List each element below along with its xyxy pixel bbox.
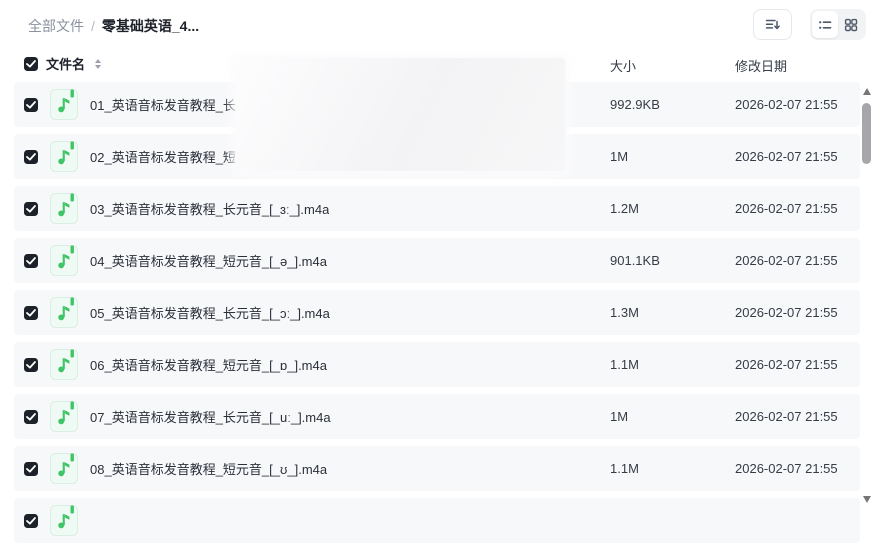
audio-file-icon <box>50 401 78 432</box>
file-modified-date: 2026-02-07 21:55 <box>735 409 838 424</box>
file-name[interactable]: 05_英语音标发音教程_长元音_[_ɔː_].m4a <box>90 306 330 321</box>
breadcrumb-current: 零基础英语_4... <box>101 18 200 34</box>
sort-carets-icon[interactable] <box>95 58 102 69</box>
file-modified-date: 2026-02-07 21:55 <box>735 149 838 164</box>
file-size: 1.1M <box>610 357 639 372</box>
list-view-button[interactable] <box>812 11 838 38</box>
table-header: 文件名 大小 修改日期 <box>0 54 874 76</box>
column-header-size[interactable]: 大小 <box>610 59 637 74</box>
audio-file-icon <box>50 349 78 380</box>
file-modified-date: 2026-02-07 21:55 <box>735 201 838 216</box>
sort-order-button[interactable] <box>753 9 792 40</box>
file-size: 1M <box>610 149 629 164</box>
audio-file-icon <box>50 141 78 172</box>
view-toggle <box>810 9 866 40</box>
check-icon <box>26 360 36 368</box>
check-icon <box>26 308 36 316</box>
audio-file-icon <box>50 89 78 120</box>
file-size: 1M <box>610 409 629 424</box>
check-icon <box>26 100 36 108</box>
file-name[interactable]: 06_英语音标发音教程_短元音_[_ɒ_].m4a <box>90 358 327 373</box>
check-icon <box>26 152 36 160</box>
file-size: 1.1M <box>610 461 639 476</box>
file-name[interactable]: 03_英语音标发音教程_长元音_[_ɜː_].m4a <box>90 202 330 217</box>
file-modified-date: 2026-02-07 21:55 <box>735 253 838 268</box>
file-name[interactable]: 07_英语音标发音教程_长元音_[_uː_].m4a <box>90 410 331 425</box>
row-checkbox[interactable] <box>24 409 38 424</box>
scrollbar-up-arrow-icon[interactable] <box>863 88 871 95</box>
sort-descending-icon <box>764 16 781 33</box>
file-size: 901.1KB <box>610 253 660 268</box>
row-checkbox[interactable] <box>24 513 38 528</box>
column-header-modified[interactable]: 修改日期 <box>735 59 788 74</box>
scrollbar-down-arrow-icon[interactable] <box>863 496 871 503</box>
file-name[interactable]: 02_英语音标发音教程_短元音 <box>90 150 262 165</box>
table-row[interactable]: 08_英语音标发音教程_短元音_[_ʊ_].m4a 1.1M 2026-02-0… <box>14 446 860 491</box>
toolbar <box>753 9 866 40</box>
blurred-region <box>236 58 565 171</box>
row-checkbox[interactable] <box>24 461 38 476</box>
table-row[interactable]: 06_英语音标发音教程_短元音_[_ɒ_].m4a 1.1M 2026-02-0… <box>14 342 860 387</box>
audio-file-icon <box>50 193 78 224</box>
file-name[interactable]: 04_英语音标发音教程_短元音_[_ə_].m4a <box>90 254 327 269</box>
scrollbar <box>860 84 874 514</box>
table-row[interactable]: 04_英语音标发音教程_短元音_[_ə_].m4a 901.1KB 2026-0… <box>14 238 860 283</box>
table-row[interactable]: 05_英语音标发音教程_长元音_[_ɔː_].m4a 1.3M 2026-02-… <box>14 290 860 335</box>
breadcrumb: 全部文件 / 零基础英语_4... <box>28 16 199 36</box>
file-modified-date: 2026-02-07 21:55 <box>735 97 838 112</box>
row-checkbox[interactable] <box>24 253 38 268</box>
audio-file-icon <box>50 297 78 328</box>
row-checkbox[interactable] <box>24 97 38 112</box>
grid-view-icon <box>843 17 859 33</box>
check-icon <box>26 464 36 472</box>
row-checkbox[interactable] <box>24 357 38 372</box>
file-modified-date: 2026-02-07 21:55 <box>735 461 838 476</box>
scrollbar-thumb[interactable] <box>862 103 871 164</box>
audio-file-icon <box>50 505 78 536</box>
check-icon <box>26 256 36 264</box>
audio-file-icon <box>50 245 78 276</box>
file-modified-date: 2026-02-07 21:55 <box>735 305 838 320</box>
file-size: 1.2M <box>610 201 639 216</box>
check-icon <box>26 412 36 420</box>
column-header-name[interactable]: 文件名 <box>46 57 86 72</box>
file-size: 1.3M <box>610 305 639 320</box>
file-name[interactable]: 01_英语音标发音教程_长元音 <box>90 98 262 113</box>
breadcrumb-root[interactable]: 全部文件 <box>28 18 84 34</box>
audio-file-icon <box>50 453 78 484</box>
table-row[interactable] <box>14 498 860 543</box>
grid-view-button[interactable] <box>838 11 864 38</box>
file-list: 01_英语音标发音教程_长元音 992.9KB 2026-02-07 21:55… <box>14 82 860 550</box>
check-icon <box>26 204 36 212</box>
file-size: 992.9KB <box>610 97 660 112</box>
select-all-checkbox[interactable] <box>24 56 38 71</box>
file-name[interactable]: 08_英语音标发音教程_短元音_[_ʊ_].m4a <box>90 462 328 477</box>
table-row[interactable]: 03_英语音标发音教程_长元音_[_ɜː_].m4a 1.2M 2026-02-… <box>14 186 860 231</box>
file-modified-date: 2026-02-07 21:55 <box>735 357 838 372</box>
row-checkbox[interactable] <box>24 149 38 164</box>
list-view-icon <box>817 17 833 33</box>
row-checkbox[interactable] <box>24 305 38 320</box>
file-manager-page: { "breadcrumb": { "root": "全部文件", "separ… <box>0 9 874 536</box>
table-row[interactable]: 07_英语音标发音教程_长元音_[_uː_].m4a 1M 2026-02-07… <box>14 394 860 439</box>
breadcrumb-separator: / <box>91 18 95 34</box>
row-checkbox[interactable] <box>24 201 38 216</box>
check-icon <box>26 59 36 67</box>
check-icon <box>26 516 36 524</box>
